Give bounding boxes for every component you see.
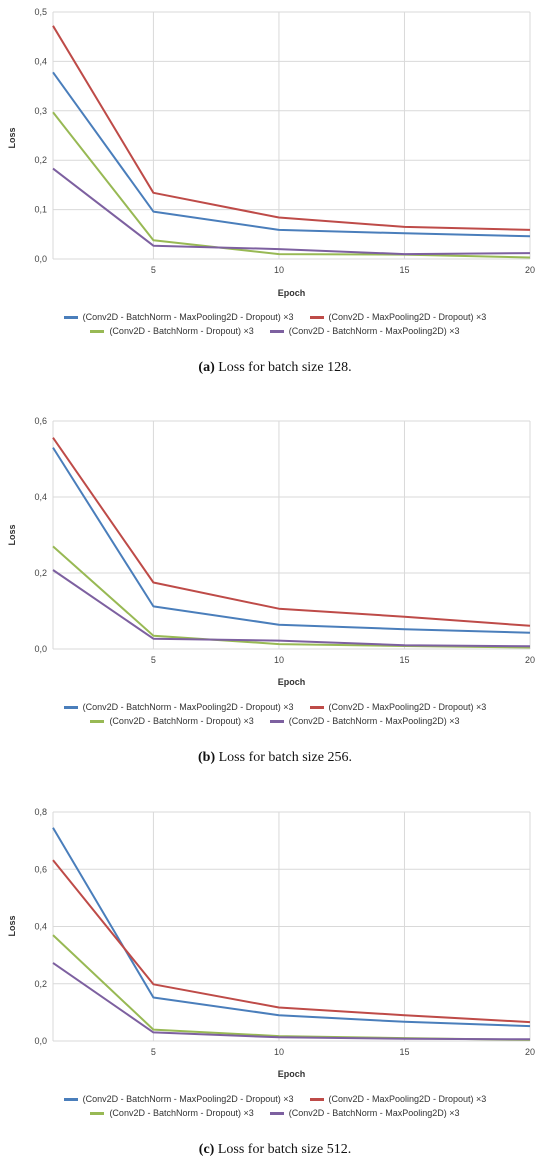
- legend-swatch: [63, 1097, 78, 1101]
- legend-item: (Conv2D - BatchNorm - Dropout) ×3: [90, 714, 254, 728]
- y-tick-label: 0,4: [34, 56, 47, 66]
- caption-b: (b) Loss for batch size 256.: [0, 750, 550, 766]
- x-tick-label: 20: [525, 1047, 535, 1057]
- legend-item: (Conv2D - BatchNorm - Dropout) ×3: [90, 324, 254, 338]
- caption-text: Loss for batch size 256.: [218, 750, 352, 765]
- series-line: [52, 437, 531, 627]
- legend-swatch: [269, 329, 284, 333]
- legend-item: (Conv2D - MaxPooling2D - Dropout) ×3: [309, 1092, 487, 1106]
- y-tick-label: 0,0: [34, 254, 47, 264]
- legend-label: (Conv2D - BatchNorm - MaxPooling2D - Dro…: [82, 702, 294, 712]
- caption-label: (c): [198, 1142, 215, 1157]
- legend-label: (Conv2D - BatchNorm - MaxPooling2D - Dro…: [82, 1094, 294, 1104]
- x-tick-label: 5: [151, 1047, 156, 1057]
- legend-item: (Conv2D - MaxPooling2D - Dropout) ×3: [309, 310, 487, 324]
- legend-label: (Conv2D - BatchNorm - Dropout) ×3: [109, 326, 254, 336]
- caption-c: (c) Loss for batch size 512.: [0, 1142, 550, 1158]
- x-axis-label: Epoch: [278, 677, 306, 687]
- series-line: [52, 962, 531, 1041]
- series-line: [52, 827, 531, 1028]
- legend-label: (Conv2D - BatchNorm - Dropout) ×3: [109, 716, 254, 726]
- series-line: [52, 447, 531, 634]
- chart-panel-a: 0,0 0,1 0,2 0,3 0,4 0,5 5 10 15 20 Loss Epoch (Conv…: [0, 0, 550, 380]
- legend-item: (Conv2D - BatchNorm - MaxPooling2D) ×3: [269, 714, 460, 728]
- x-axis-label: Epoch: [278, 288, 306, 298]
- y-axis-label: Loss: [7, 524, 17, 545]
- caption-label: (b): [198, 750, 216, 765]
- legend-swatch: [269, 719, 284, 723]
- loss-chart-b: 0,0 0,2 0,4 0,6 5 10 15 20 Loss Epoch: [7, 416, 535, 687]
- x-tick-label: 20: [525, 265, 535, 275]
- y-tick-label: 0,4: [34, 492, 47, 502]
- loss-chart-c: 0,0 0,2 0,4 0,6 0,8 5 10 15 20 Loss Epoch: [7, 807, 535, 1079]
- legend-swatch: [90, 329, 105, 333]
- y-tick-label: 0,5: [34, 7, 47, 17]
- legend-swatch: [63, 315, 78, 319]
- series-line: [52, 569, 531, 648]
- y-tick-label: 0,4: [34, 922, 47, 932]
- x-tick-label: 15: [399, 1047, 409, 1057]
- legend-label: (Conv2D - MaxPooling2D - Dropout) ×3: [328, 702, 487, 712]
- y-tick-label: 0,3: [34, 106, 47, 116]
- y-tick-label: 0,2: [34, 979, 47, 989]
- caption-text: Loss for batch size 128.: [218, 360, 352, 375]
- legend-swatch: [309, 1097, 324, 1101]
- legend-swatch: [309, 705, 324, 709]
- legend-label: (Conv2D - BatchNorm - MaxPooling2D) ×3: [288, 326, 460, 336]
- legend-swatch: [90, 1111, 105, 1115]
- series-line: [52, 859, 531, 1024]
- legend-swatch: [90, 719, 105, 723]
- x-tick-label: 5: [151, 265, 156, 275]
- legend-item: (Conv2D - BatchNorm - MaxPooling2D - Dro…: [63, 700, 294, 714]
- caption-label: (a): [198, 360, 215, 375]
- y-tick-label: 0,0: [34, 644, 47, 654]
- chart-panel-b: 0,0 0,2 0,4 0,6 5 10 15 20 Loss Epoch (Conv2D - B…: [0, 392, 550, 776]
- y-tick-label: 0,2: [34, 568, 47, 578]
- caption-text: Loss for batch size 512.: [217, 1142, 352, 1157]
- y-axis-label: Loss: [7, 915, 17, 936]
- legend-label: (Conv2D - BatchNorm - MaxPooling2D) ×3: [288, 716, 460, 726]
- series-line: [52, 111, 531, 259]
- legend-label: (Conv2D - BatchNorm - Dropout) ×3: [109, 1108, 254, 1118]
- loss-chart-a: 0,0 0,1 0,2 0,3 0,4 0,5 5 10 15 20 Loss Epoch: [7, 7, 535, 298]
- x-tick-label: 20: [525, 655, 535, 665]
- y-tick-label: 0,8: [34, 807, 47, 817]
- y-tick-label: 0,2: [34, 155, 47, 165]
- x-tick-label: 5: [151, 655, 156, 665]
- x-tick-label: 15: [399, 265, 409, 275]
- legend-swatch: [63, 705, 78, 709]
- legend-item: (Conv2D - BatchNorm - MaxPooling2D) ×3: [269, 324, 460, 338]
- legend-swatch: [269, 1111, 284, 1115]
- x-tick-label: 10: [274, 655, 284, 665]
- y-tick-label: 0,6: [34, 416, 47, 426]
- legend-item: (Conv2D - BatchNorm - Dropout) ×3: [90, 1106, 254, 1120]
- legend-label: (Conv2D - BatchNorm - MaxPooling2D) ×3: [288, 1108, 460, 1118]
- y-tick-label: 0,1: [34, 205, 47, 215]
- x-axis-label: Epoch: [278, 1069, 306, 1079]
- legend-label: (Conv2D - BatchNorm - MaxPooling2D - Dro…: [82, 312, 294, 322]
- caption-a: (a) Loss for batch size 128.: [0, 360, 550, 376]
- chart-panel-c: 0,0 0,2 0,4 0,6 0,8 5 10 15 20 Loss Epoch (Conv2D …: [0, 786, 550, 1168]
- legend-item: (Conv2D - BatchNorm - MaxPooling2D - Dro…: [63, 310, 294, 324]
- series-line: [52, 71, 531, 238]
- legend-swatch: [309, 315, 324, 319]
- legend-item: (Conv2D - MaxPooling2D - Dropout) ×3: [309, 700, 487, 714]
- x-tick-label: 10: [274, 1047, 284, 1057]
- legend-label: (Conv2D - MaxPooling2D - Dropout) ×3: [328, 312, 487, 322]
- y-axis-label: Loss: [7, 127, 17, 148]
- legend-item: (Conv2D - BatchNorm - MaxPooling2D) ×3: [269, 1106, 460, 1120]
- series-line: [52, 25, 531, 231]
- legend-item: (Conv2D - BatchNorm - MaxPooling2D - Dro…: [63, 1092, 294, 1106]
- legend-label: (Conv2D - MaxPooling2D - Dropout) ×3: [328, 1094, 487, 1104]
- x-tick-label: 15: [399, 655, 409, 665]
- y-tick-label: 0,0: [34, 1036, 47, 1046]
- x-tick-label: 10: [274, 265, 284, 275]
- y-tick-label: 0,6: [34, 864, 47, 874]
- series-line: [52, 167, 531, 256]
